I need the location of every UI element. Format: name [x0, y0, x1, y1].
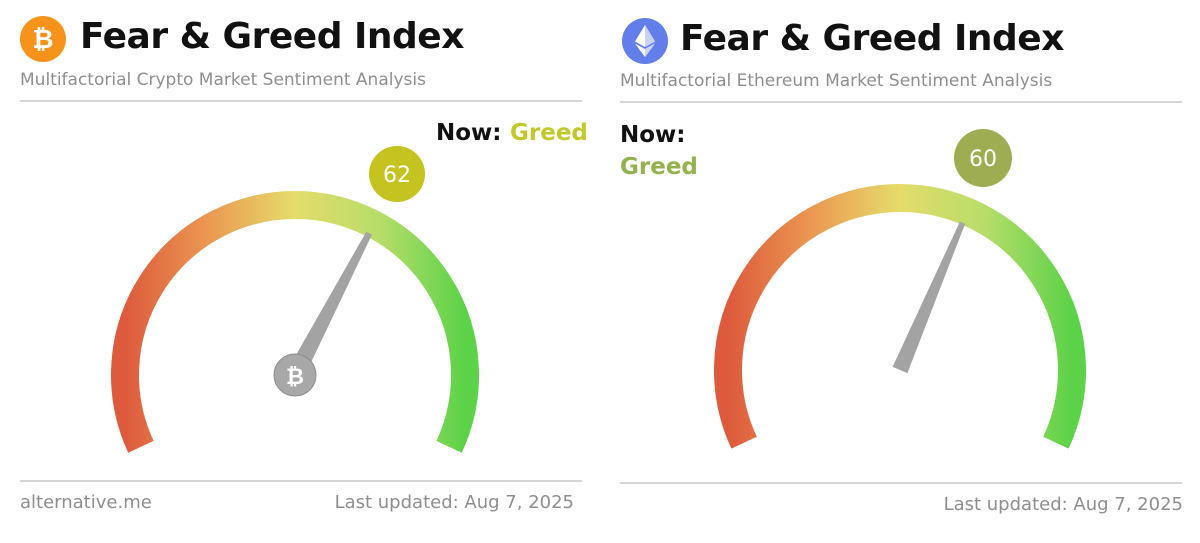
now-classification: Greed — [620, 154, 698, 180]
now-label: Now: — [436, 120, 502, 146]
btc-fear-greed-panel: ₿ Fear & Greed Index Multifactorial Cryp… — [20, 16, 588, 513]
last-updated: Last updated: Aug 7, 2025 — [334, 492, 574, 513]
value-bubble — [954, 129, 1012, 187]
gauge-arc — [111, 191, 479, 453]
page-subtitle: Multifactorial Crypto Market Sentiment A… — [20, 70, 426, 90]
page-title: Fear & Greed Index — [80, 16, 464, 57]
value-bubble — [369, 146, 425, 202]
header-divider — [20, 100, 582, 102]
ethereum-icon — [622, 18, 668, 64]
now-label: Now: — [620, 122, 686, 148]
header-divider — [620, 101, 1182, 103]
last-updated: Last updated: Aug 7, 2025 — [943, 494, 1183, 515]
gauge-needle — [287, 231, 372, 380]
svg-text:₿: ₿ — [286, 365, 304, 390]
footer-divider — [620, 482, 1182, 484]
eth-fear-greed-panel: Fear & Greed Index Multifactorial Ethere… — [600, 0, 1200, 543]
bitcoin-icon: ₿ — [20, 16, 66, 62]
svg-text:₿: ₿ — [32, 25, 53, 55]
eth-gauge: 60 — [714, 129, 1086, 449]
value-label: 60 — [969, 147, 997, 172]
page-title: Fear & Greed Index — [680, 18, 1064, 59]
footer-divider — [20, 480, 582, 482]
now-classification: Greed — [510, 120, 588, 146]
btc-gauge: ₿ 62 — [111, 146, 479, 453]
bitcoin-hub-icon: ₿ — [273, 353, 317, 397]
gauge-needle — [892, 221, 966, 374]
gauge-arc — [714, 184, 1086, 449]
page-subtitle: Multifactorial Ethereum Market Sentiment… — [620, 71, 1053, 91]
value-label: 62 — [383, 163, 411, 188]
source-link[interactable]: alternative.me — [20, 492, 152, 513]
